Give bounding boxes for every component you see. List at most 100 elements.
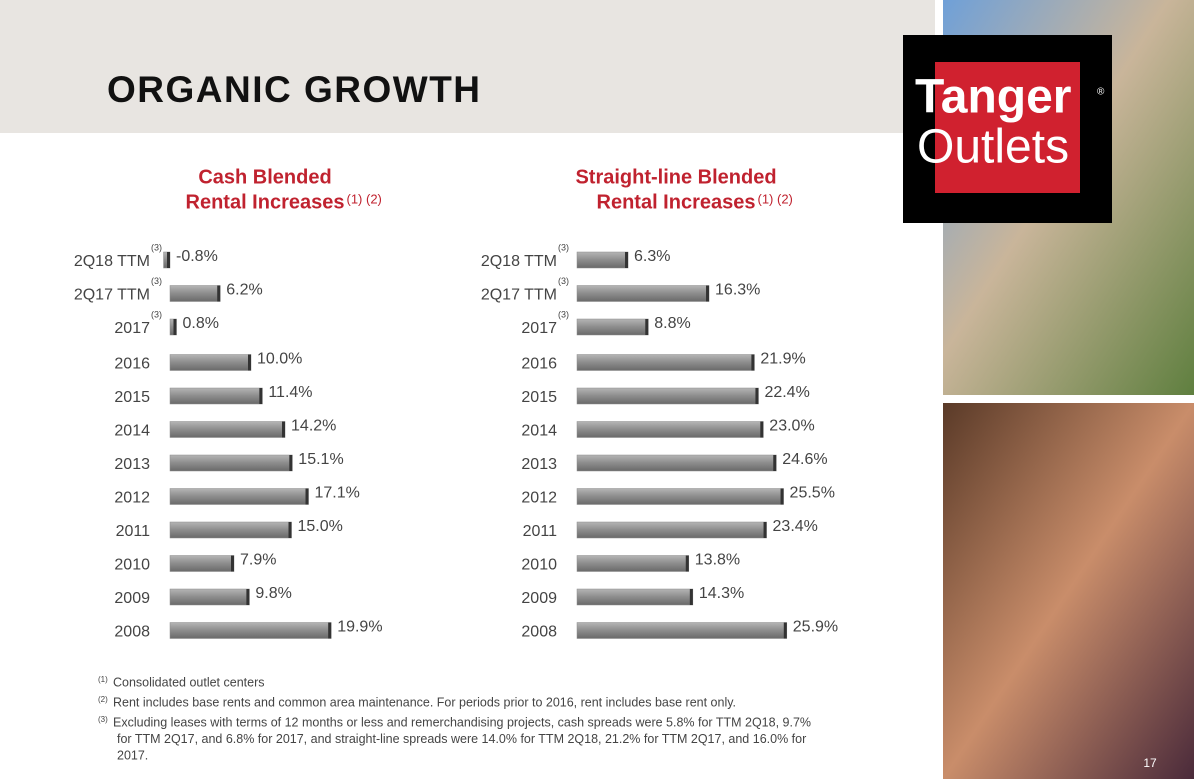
bar-edge xyxy=(760,421,764,438)
footnote-marker: (1) xyxy=(98,675,108,684)
photo-people xyxy=(943,403,1194,779)
value-label: 10.0% xyxy=(257,351,302,368)
category-note: (3) xyxy=(558,276,569,286)
value-label: 19.9% xyxy=(337,619,382,636)
footnote-text: Excluding leases with terms of 12 months… xyxy=(113,715,811,729)
category-note: (3) xyxy=(151,242,162,252)
bar xyxy=(169,285,221,302)
value-label: 24.6% xyxy=(782,451,827,468)
bar-edge xyxy=(259,388,263,404)
category-label: 2017 xyxy=(521,320,557,337)
value-label: 14.2% xyxy=(291,418,336,435)
bar-edge xyxy=(773,455,777,471)
footnotes: (1) Consolidated outlet centers (2) Rent in… xyxy=(98,675,811,762)
bar xyxy=(576,555,690,572)
bar-edge xyxy=(289,455,293,471)
value-label: 6.2% xyxy=(226,282,262,299)
logo-text: Outlets xyxy=(917,121,1069,174)
footnote-marker: (3) xyxy=(98,715,108,724)
category-label: 2Q17 TTM xyxy=(481,287,557,304)
category-label: 2Q18 TTM xyxy=(481,253,557,270)
category-label: 2012 xyxy=(114,490,150,507)
chart-title: Rental Increases xyxy=(597,191,756,213)
footnote-text: Consolidated outlet centers xyxy=(113,675,264,689)
bar xyxy=(576,622,788,639)
title-note: (1) (2) xyxy=(757,191,792,206)
value-label: 21.9% xyxy=(760,351,805,368)
value-label: 23.4% xyxy=(773,518,818,535)
chart-title: Cash Blended xyxy=(198,166,331,188)
bar xyxy=(576,454,777,472)
bar xyxy=(576,588,694,606)
category-label: 2012 xyxy=(521,490,557,507)
logo-red xyxy=(935,62,1080,193)
value-label: 6.3% xyxy=(634,248,670,265)
value-label: 15.0% xyxy=(298,518,343,535)
bar-edge xyxy=(780,488,784,505)
bar-edge xyxy=(783,622,787,639)
bar-edge xyxy=(282,421,286,438)
bar-edge xyxy=(645,319,649,335)
value-label: 16.3% xyxy=(715,282,760,299)
value-label: 9.8% xyxy=(255,585,291,602)
value-label: 25.5% xyxy=(790,485,835,502)
category-label: 2010 xyxy=(521,557,557,574)
bar-edge xyxy=(755,388,759,404)
category-label: 2011 xyxy=(523,523,558,540)
bar-edge xyxy=(685,555,689,572)
bar-edge xyxy=(248,354,251,371)
category-label: 2017 xyxy=(114,320,150,337)
bar xyxy=(169,488,309,505)
bar-edge xyxy=(217,285,221,302)
bar xyxy=(576,488,784,505)
value-label: 22.4% xyxy=(764,384,809,401)
category-label: 2011 xyxy=(116,523,151,540)
category-note: (3) xyxy=(151,309,162,319)
page-number: 17 xyxy=(1143,756,1157,770)
category-note: (3) xyxy=(558,242,569,252)
bar-edge xyxy=(230,555,234,572)
bar xyxy=(169,588,250,606)
value-label: 0.8% xyxy=(182,315,218,332)
bar-edge xyxy=(706,285,710,302)
value-label: 11.4% xyxy=(268,384,312,401)
value-label: 14.3% xyxy=(699,585,744,602)
logo-mark: ® xyxy=(1097,87,1105,98)
category-label: 2013 xyxy=(114,456,150,473)
value-label: 13.8% xyxy=(695,552,740,569)
header-band xyxy=(0,0,935,133)
footnote-text: Rent includes base rents and common area… xyxy=(113,695,736,709)
title-note: (1) (2) xyxy=(346,191,381,206)
bar-edge xyxy=(305,488,309,505)
category-label: 2Q18 TTM xyxy=(74,253,150,270)
bar-edge xyxy=(763,522,767,538)
bar xyxy=(576,354,755,371)
value-label: 17.1% xyxy=(315,485,360,502)
category-label: 2015 xyxy=(521,389,557,406)
value-label: 15.1% xyxy=(298,451,343,468)
bar xyxy=(576,421,764,438)
category-label: 2Q17 TTM xyxy=(74,287,150,304)
value-label: 7.9% xyxy=(240,552,276,569)
value-label: -0.8% xyxy=(176,248,218,265)
slide-title: ORGANIC GROWTH xyxy=(107,69,482,110)
bar xyxy=(576,387,759,405)
bar xyxy=(169,421,286,438)
category-label: 2009 xyxy=(521,590,557,607)
value-label: 8.8% xyxy=(654,315,690,332)
chart-title: Rental Increases xyxy=(186,191,345,213)
bar-edge xyxy=(328,622,332,639)
bar xyxy=(576,285,710,302)
category-label: 2010 xyxy=(114,557,150,574)
bar-edge xyxy=(167,252,170,268)
category-label: 2014 xyxy=(521,423,557,440)
category-note: (3) xyxy=(558,309,569,319)
category-label: 2013 xyxy=(521,456,557,473)
footnote-text: for TTM 2Q17, and 6.8% for 2017, and str… xyxy=(117,732,806,746)
bar xyxy=(169,555,235,572)
category-note: (3) xyxy=(151,276,162,286)
category-label: 2014 xyxy=(114,423,150,440)
